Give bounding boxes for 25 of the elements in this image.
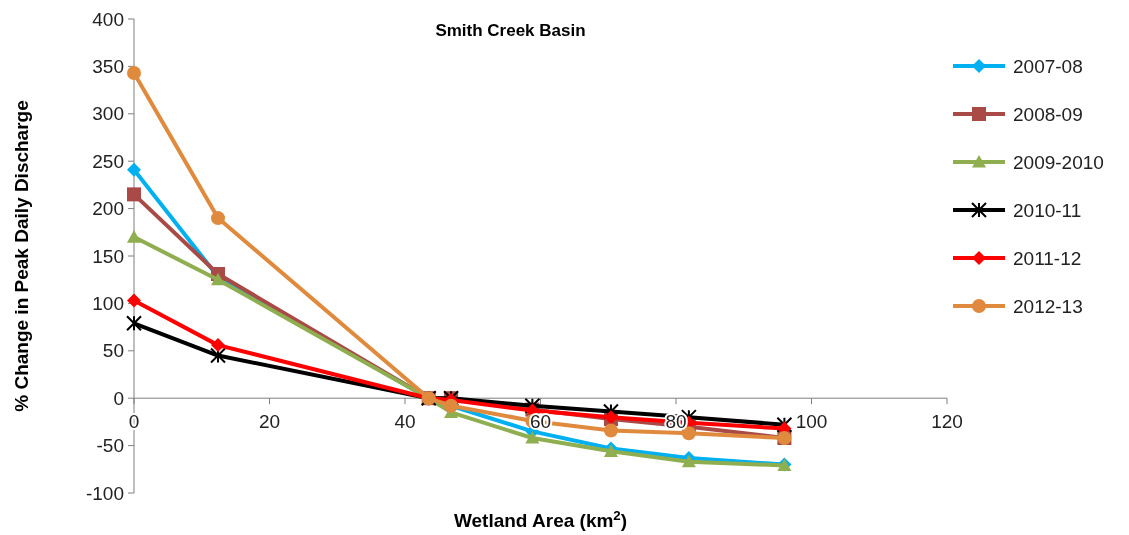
chart-title: Smith Creek Basin [435,21,586,40]
y-tick-label: -100 [85,482,124,504]
x-tick-label: 0 [128,411,140,433]
x-tick-label: 40 [394,411,416,433]
y-tick-label: 200 [92,198,124,220]
y-tick-label: -50 [96,435,124,457]
legend-label: 2007-08 [1013,55,1083,77]
legend-label: 2011-12 [1013,247,1082,269]
y-axis-title: % Change in Peak Daily Discharge [11,100,32,412]
x-axis-title: Wetland Area (km$^{2}$) [453,507,628,531]
y-tick-label: 250 [92,150,124,172]
legend-label: 2009-2010 [1013,151,1104,173]
legend-label: 2010-11 [1013,199,1082,221]
y-tick-label: 300 [92,103,124,125]
y-tick-label: 100 [92,293,124,315]
legend-label: 2012-13 [1013,295,1083,317]
y-tick-label: 400 [92,8,124,30]
legend-label: 2008-09 [1013,103,1083,125]
y-tick-label: 50 [102,340,124,362]
y-tick-label: 150 [92,245,124,267]
y-tick-label: 0 [113,387,124,409]
x-tick-label: 120 [931,411,963,433]
x-tick-label: 100 [795,411,828,433]
y-tick-label: 350 [92,56,124,78]
x-tick-label: 20 [258,411,281,433]
